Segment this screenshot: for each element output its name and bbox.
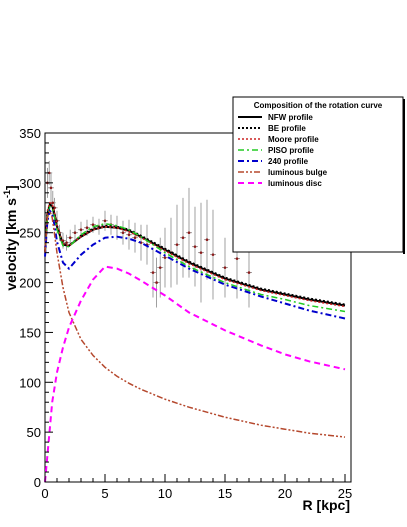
- legend-label: luminous bulge: [268, 168, 328, 177]
- plot-frame: [44, 132, 352, 483]
- data-point: [53, 206, 56, 210]
- data-point: [235, 257, 239, 260]
- series-line: [44, 208, 346, 438]
- y-tick-label: 100: [19, 375, 41, 390]
- data-point: [133, 236, 137, 239]
- data-point: [103, 219, 107, 223]
- data-point: [205, 238, 209, 241]
- legend-label: PISO profile: [268, 146, 314, 155]
- x-axis-label: R [kpc]: [303, 497, 350, 513]
- y-axis-label-superscript: -1: [2, 190, 12, 198]
- data-point: [158, 266, 162, 269]
- legend-title: Composition of the rotation curve: [254, 101, 383, 110]
- legend-box: [232, 96, 404, 253]
- data-point: [79, 228, 83, 232]
- y-axis-label-close: ]: [3, 185, 19, 190]
- legend-label: 240 profile: [268, 157, 309, 166]
- data-point: [163, 256, 167, 259]
- x-tick-label: 5: [101, 486, 108, 501]
- data-point: [49, 186, 53, 190]
- series-line: [44, 208, 346, 320]
- y-tick-label: 50: [27, 425, 41, 440]
- data-point: [91, 223, 95, 227]
- data-point: [187, 231, 191, 235]
- legend-label: Moore profile: [268, 135, 319, 144]
- data-point: [199, 251, 203, 254]
- series-line: [44, 201, 346, 308]
- y-tick-label: 0: [34, 475, 41, 490]
- y-tick-label: 150: [19, 325, 41, 340]
- x-tick-label: 25: [338, 486, 352, 501]
- x-tick-label: 10: [158, 486, 172, 501]
- series-line: [44, 205, 346, 313]
- data-point: [247, 271, 251, 274]
- legend-label: NFW profile: [268, 113, 313, 122]
- data-point: [68, 236, 72, 239]
- data-point: [223, 266, 227, 269]
- legend-shadow: [403, 99, 405, 254]
- data-point: [175, 243, 179, 246]
- y-tick-label: 250: [19, 226, 41, 241]
- x-tick-label: 0: [41, 486, 48, 501]
- legend: Composition of the rotation curve NFW pr…: [232, 96, 405, 254]
- data-point: [211, 253, 215, 256]
- series-line: [44, 202, 346, 306]
- data-point: [151, 271, 155, 274]
- y-axis-label: velocity [km s-1]: [2, 185, 19, 290]
- model-curves: [44, 201, 346, 483]
- data-point: [85, 226, 89, 230]
- legend-label: luminous disc: [268, 179, 322, 188]
- y-tick-label: 300: [19, 176, 41, 191]
- data-point: [155, 281, 158, 284]
- data-point: [121, 231, 125, 235]
- data-point: [181, 236, 185, 239]
- data-point: [47, 171, 51, 175]
- y-tick-label: 200: [19, 276, 41, 291]
- x-tick-label: 20: [278, 486, 292, 501]
- data-point: [193, 245, 197, 248]
- data-point: [51, 201, 55, 205]
- data-point: [73, 231, 77, 235]
- series-line: [44, 265, 346, 483]
- data-point: [65, 241, 68, 244]
- x-tick-label: 15: [218, 486, 232, 501]
- legend-label: BE profile: [268, 124, 306, 133]
- y-tick-label: 350: [19, 126, 41, 141]
- data-point: [127, 233, 131, 237]
